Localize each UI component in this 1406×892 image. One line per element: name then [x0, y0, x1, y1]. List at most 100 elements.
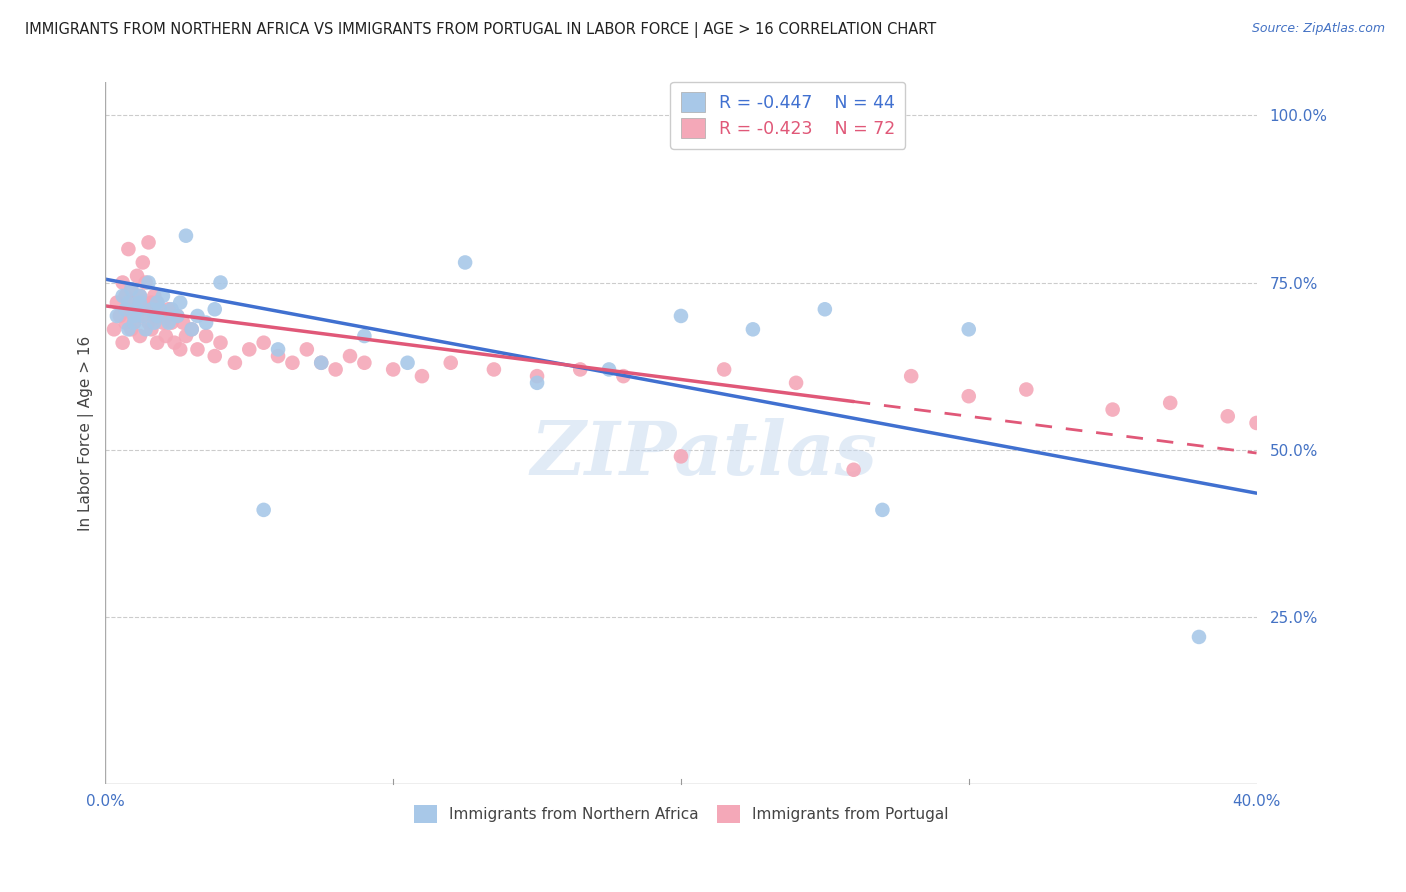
Point — [117, 302, 139, 317]
Point — [132, 295, 155, 310]
Point — [120, 282, 142, 296]
Point — [174, 329, 197, 343]
Point — [295, 343, 318, 357]
Point — [526, 369, 548, 384]
Point — [157, 316, 180, 330]
Point — [132, 255, 155, 269]
Point — [204, 349, 226, 363]
Point — [125, 302, 148, 317]
Point — [186, 343, 208, 357]
Point — [163, 335, 186, 350]
Point — [120, 282, 142, 296]
Point — [114, 302, 136, 317]
Point — [166, 309, 188, 323]
Point — [353, 356, 375, 370]
Point — [105, 295, 128, 310]
Point — [1101, 402, 1123, 417]
Point — [146, 295, 169, 310]
Point — [129, 289, 152, 303]
Text: ZIPatlas: ZIPatlas — [530, 417, 877, 491]
Point — [209, 276, 232, 290]
Point — [209, 335, 232, 350]
Point — [160, 302, 183, 317]
Point — [125, 309, 148, 323]
Point — [281, 356, 304, 370]
Point — [141, 322, 163, 336]
Point — [122, 316, 145, 330]
Point — [186, 309, 208, 323]
Point — [253, 335, 276, 350]
Point — [1188, 630, 1211, 644]
Point — [1015, 383, 1038, 397]
Point — [569, 362, 592, 376]
Point — [195, 329, 218, 343]
Point — [157, 302, 180, 317]
Point — [138, 276, 160, 290]
Text: IMMIGRANTS FROM NORTHERN AFRICA VS IMMIGRANTS FROM PORTUGAL IN LABOR FORCE | AGE: IMMIGRANTS FROM NORTHERN AFRICA VS IMMIG… — [25, 22, 936, 38]
Point — [842, 463, 865, 477]
Point — [117, 295, 139, 310]
Point — [122, 295, 145, 310]
Point — [125, 268, 148, 283]
Point — [174, 228, 197, 243]
Point — [149, 302, 172, 317]
Point — [325, 362, 347, 376]
Point — [267, 343, 290, 357]
Point — [143, 309, 166, 323]
Point — [138, 316, 160, 330]
Point — [143, 316, 166, 330]
Point — [141, 295, 163, 310]
Point — [160, 316, 183, 330]
Point — [152, 289, 174, 303]
Point — [152, 316, 174, 330]
Point — [155, 329, 177, 343]
Point — [169, 343, 191, 357]
Point — [146, 335, 169, 350]
Point — [111, 335, 134, 350]
Point — [105, 309, 128, 323]
Point — [122, 316, 145, 330]
Point — [108, 309, 131, 323]
Point — [129, 329, 152, 343]
Point — [814, 302, 837, 317]
Point — [180, 322, 202, 336]
Point — [114, 316, 136, 330]
Point — [195, 316, 218, 330]
Point — [612, 369, 634, 384]
Point — [1246, 416, 1268, 430]
Text: Source: ZipAtlas.com: Source: ZipAtlas.com — [1251, 22, 1385, 36]
Point — [238, 343, 260, 357]
Point — [900, 369, 922, 384]
Point — [785, 376, 807, 390]
Point — [957, 389, 980, 403]
Point — [526, 376, 548, 390]
Point — [1159, 396, 1181, 410]
Point — [120, 322, 142, 336]
Point — [117, 242, 139, 256]
Point — [129, 289, 152, 303]
Point — [872, 503, 894, 517]
Point — [135, 322, 157, 336]
Point — [253, 503, 276, 517]
Point — [141, 302, 163, 317]
Point — [669, 309, 692, 323]
Point — [339, 349, 361, 363]
Point — [713, 362, 735, 376]
Point — [224, 356, 246, 370]
Point — [353, 329, 375, 343]
Point — [454, 255, 477, 269]
Point — [309, 356, 332, 370]
Point — [598, 362, 620, 376]
Y-axis label: In Labor Force | Age > 16: In Labor Force | Age > 16 — [79, 335, 94, 531]
Point — [180, 322, 202, 336]
Legend: Immigrants from Northern Africa, Immigrants from Portugal: Immigrants from Northern Africa, Immigra… — [408, 799, 955, 829]
Point — [396, 356, 419, 370]
Point — [111, 289, 134, 303]
Point — [411, 369, 433, 384]
Point — [169, 295, 191, 310]
Point — [957, 322, 980, 336]
Point — [482, 362, 505, 376]
Point — [117, 322, 139, 336]
Point — [204, 302, 226, 317]
Point — [146, 309, 169, 323]
